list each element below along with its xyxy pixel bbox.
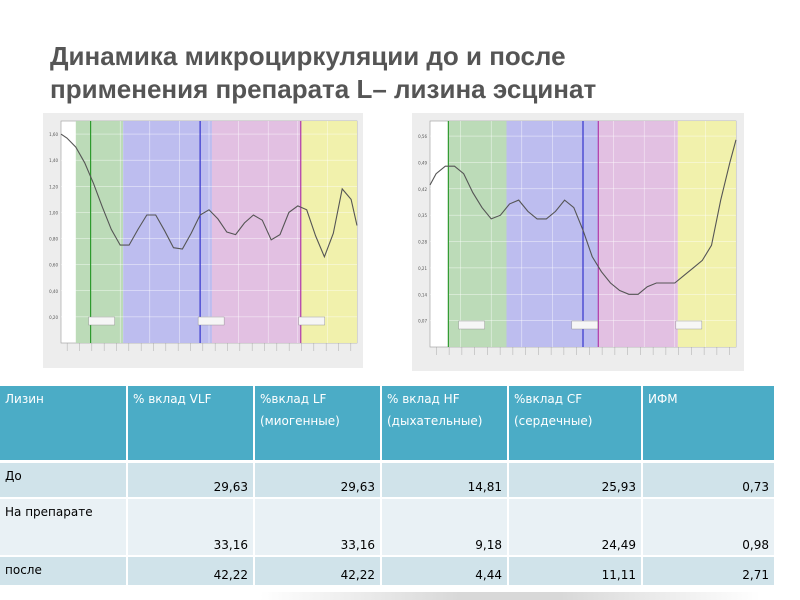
y-tick-label: 0,42 [418,187,427,192]
marker-label-box [458,320,485,330]
cell-hf: 4,44 [381,555,509,587]
cell-cf: 24,49 [508,497,643,557]
header-hf: % вклад HF (дыхательные) [381,386,509,463]
signal-line [429,139,737,295]
y-tick-label: 0,28 [418,240,427,245]
cell-lf: 29,63 [254,461,382,499]
cell-ifm: 2,71 [642,555,776,587]
y-tick-label: 0,40 [49,289,58,294]
chart-before-plot: 1,60 1,40 1,20 1,00 0,80 0,60 0,40 0,20 [49,120,358,351]
header-vlf: % вклад VLF [127,386,255,463]
marker-label-box [675,320,703,330]
chart-after-plot: 0,56 0,49 0,42 0,35 0,28 0,21 0,14 0,07 [418,120,737,355]
slide-title: Динамика микроциркуляции до и после прим… [50,40,770,106]
cell-ifm: 0,98 [642,497,776,557]
cell-lf: 42,22 [254,555,382,587]
cell-hf: 14,81 [381,461,509,499]
marker-label-box [88,316,115,326]
y-tick-label: 0,14 [418,292,427,297]
frequency-band [211,121,301,343]
header-lf: %вклад LF (миогенные) [254,386,382,463]
chart-after: 0,56 0,49 0,42 0,35 0,28 0,21 0,14 0,07 [412,113,744,371]
chart-before: 1,60 1,40 1,20 1,00 0,80 0,60 0,40 0,20 [43,113,363,368]
frequency-band [677,121,736,347]
row-label: На препарате [0,497,128,557]
results-table: Лизин % вклад VLF %вклад LF (миогенные) … [0,386,776,587]
header-ifm: ИФМ [642,386,776,463]
cell-hf: 9,18 [381,497,509,557]
cell-cf: 25,93 [508,461,643,499]
table-row: До 29,63 29,63 14,81 25,93 0,73 [0,461,776,499]
cell-cf: 11,11 [508,555,643,587]
table-row: На препарате 33,16 33,16 9,18 24,49 0,98 [0,497,776,557]
slide-bottom-shadow [260,592,760,600]
signal-line [60,133,358,259]
y-tick-label: 0,20 [49,315,58,320]
cell-vlf: 33,16 [127,497,255,557]
y-tick-label: 0,49 [418,160,427,165]
cell-vlf: 42,22 [127,555,255,587]
row-label: До [0,461,128,499]
table-row: после 42,22 42,22 4,44 11,11 2,71 [0,555,776,587]
slide-title-line-2: применения препарата L– лизина эсцинат [50,74,597,104]
y-tick-label: 1,00 [49,210,58,215]
row-label: после [0,555,128,587]
y-tick-label: 1,40 [49,158,58,163]
y-tick-label: 1,60 [49,132,58,137]
y-tick-label: 0,80 [49,237,58,242]
header-lysine: Лизин [0,386,128,463]
frequency-band [448,121,507,347]
marker-label-box [571,320,599,330]
y-tick-label: 0,56 [418,134,427,139]
cell-ifm: 0,73 [642,461,776,499]
slide-title-line-1: Динамика микроциркуляции до и после [50,41,566,71]
marker-label-box [197,316,225,326]
y-tick-label: 1,20 [49,184,58,189]
frequency-band [300,121,357,343]
cell-vlf: 29,63 [127,461,255,499]
frequency-band [75,121,124,343]
table-header-row: Лизин % вклад VLF %вклад LF (миогенные) … [0,386,776,463]
header-cf: %вклад CF (сердечные) [508,386,643,463]
marker-label-box [298,316,325,326]
cell-lf: 33,16 [254,497,382,557]
y-tick-label: 0,07 [418,319,427,324]
y-tick-label: 0,21 [418,266,427,271]
frequency-band [123,121,212,343]
y-tick-label: 0,60 [49,263,58,268]
frequency-band [598,121,678,347]
y-tick-label: 0,35 [418,213,427,218]
